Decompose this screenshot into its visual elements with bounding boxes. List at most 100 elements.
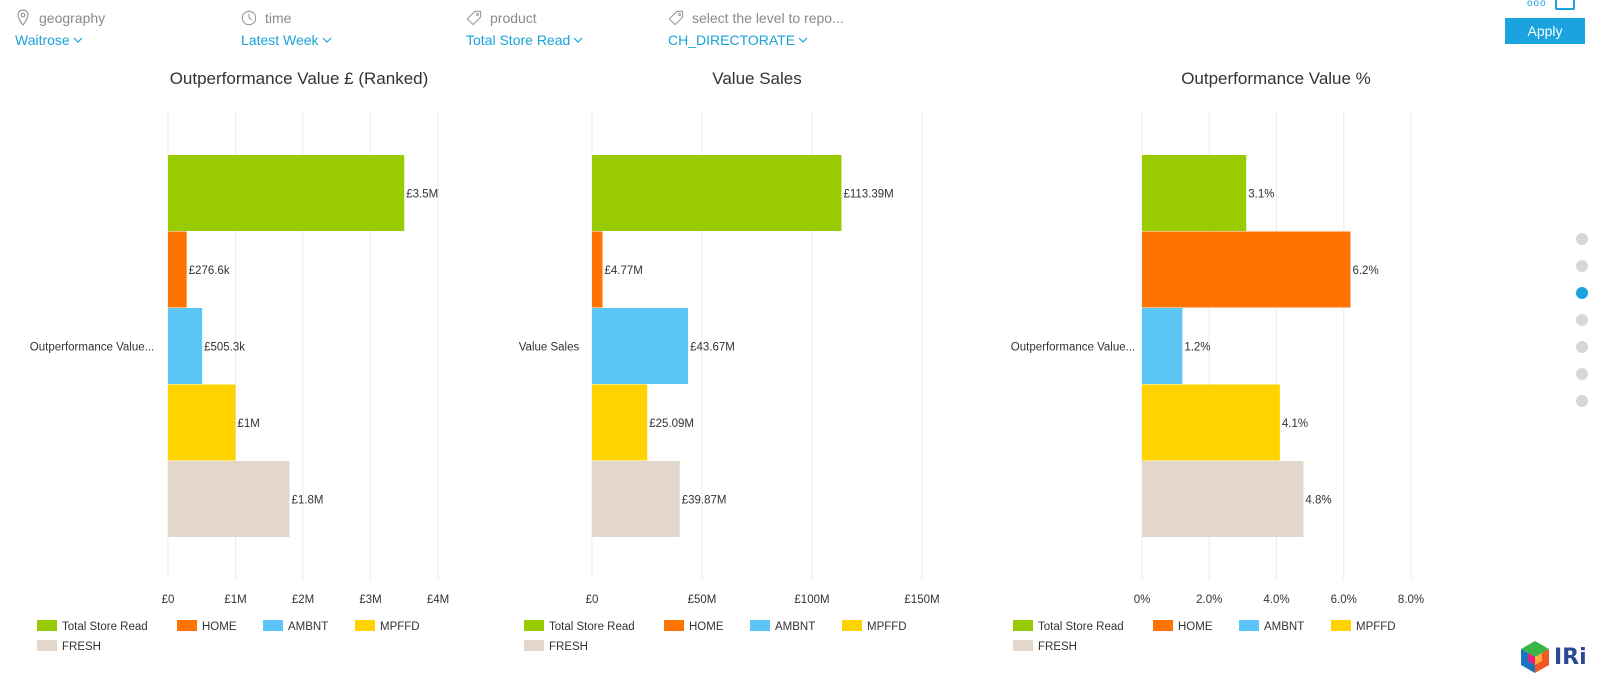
chevron-down-icon (573, 37, 583, 43)
data-label: £113.39M (843, 188, 893, 200)
more-icon[interactable]: ooo (1527, 0, 1547, 9)
page-dot[interactable] (1576, 314, 1588, 326)
legend-swatch (1013, 620, 1033, 631)
page-dot[interactable] (1576, 287, 1588, 299)
legend-label: Total Store Read (1038, 621, 1124, 633)
bar[interactable] (1142, 308, 1183, 384)
logo-text: IRi (1554, 644, 1587, 670)
page-dot[interactable] (1576, 368, 1588, 380)
chart-title: Outperformance Value £ (Ranked) (170, 69, 429, 88)
geography-dropdown[interactable]: Waitrose (15, 32, 105, 48)
filter-label: product (490, 10, 537, 26)
page-dot[interactable] (1576, 395, 1588, 407)
legend-label: AMBNT (1264, 621, 1304, 633)
tick-label: £3M (359, 594, 381, 606)
bar[interactable] (168, 308, 203, 384)
tick-label: 0% (1134, 594, 1151, 606)
tick-label: 4.0% (1263, 594, 1289, 606)
data-label: 3.1% (1248, 188, 1274, 200)
bar[interactable] (592, 308, 689, 384)
legend-label: MPFFD (1356, 621, 1396, 633)
tick-label: 2.0% (1196, 594, 1222, 606)
legend-swatch (750, 620, 770, 631)
category-label: Outperformance Value... (30, 341, 154, 353)
bar[interactable] (168, 231, 187, 308)
tick-label: £1M (224, 594, 246, 606)
filter-label: geography (39, 10, 106, 26)
iri-logo: IRi (1520, 640, 1587, 674)
data-label: £3.5M (406, 188, 438, 200)
panel-icon[interactable] (1555, 0, 1575, 10)
data-label: £505.3k (204, 341, 245, 353)
tick-label: 6.0% (1331, 594, 1357, 606)
bar[interactable] (1142, 155, 1247, 231)
legend-label: FRESH (62, 641, 101, 653)
category-label: Outperformance Value... (1011, 341, 1135, 353)
legend-swatch (1013, 640, 1033, 651)
tick-label: £4M (427, 594, 449, 606)
legend-swatch (842, 620, 862, 631)
tag-icon (466, 10, 482, 26)
bar[interactable] (168, 155, 405, 231)
tick-label: £0 (162, 594, 175, 606)
legend-label: AMBNT (288, 621, 328, 633)
legend-label: FRESH (549, 641, 588, 653)
filter-label: select the level to repo... (692, 10, 844, 26)
legend-swatch (177, 620, 197, 631)
bar[interactable] (1142, 231, 1351, 308)
data-label: 4.8% (1305, 494, 1331, 506)
page-dots (1576, 233, 1590, 422)
data-label: £39.87M (682, 494, 727, 506)
tag-icon (668, 10, 684, 26)
bar[interactable] (592, 461, 680, 537)
legend-label: HOME (689, 621, 724, 633)
chevron-down-icon (322, 37, 331, 43)
data-label: £25.09M (649, 418, 694, 430)
legend-swatch (37, 620, 57, 631)
legend-label: AMBNT (775, 621, 815, 633)
bar[interactable] (168, 384, 236, 461)
tick-label: £2M (292, 594, 314, 606)
page-dot[interactable] (1576, 233, 1588, 245)
bar[interactable] (168, 461, 290, 537)
legend-label: MPFFD (867, 621, 907, 633)
data-label: 6.2% (1352, 265, 1378, 277)
filter-value: Total Store Read (466, 32, 571, 48)
legend-swatch (524, 640, 544, 651)
legend-label: Total Store Read (549, 621, 635, 633)
clock-icon (241, 10, 257, 26)
chart-0 (37, 112, 439, 651)
bar[interactable] (1142, 461, 1304, 537)
filter-value: Waitrose (15, 32, 70, 48)
data-label: £1.8M (292, 494, 324, 506)
legend-label: MPFFD (380, 621, 420, 633)
tick-label: £100M (794, 594, 829, 606)
legend-swatch (37, 640, 57, 651)
page-dot[interactable] (1576, 341, 1588, 353)
product-dropdown[interactable]: Total Store Read (466, 32, 583, 48)
filter-value: Latest Week (241, 32, 319, 48)
time-dropdown[interactable]: Latest Week (241, 32, 332, 48)
bar[interactable] (592, 155, 842, 231)
legend-label: HOME (1178, 621, 1213, 633)
bar[interactable] (1142, 384, 1280, 461)
chevron-down-icon (798, 37, 808, 43)
level-dropdown[interactable]: CH_DIRECTORATE (668, 32, 844, 48)
apply-button[interactable]: Apply (1505, 18, 1585, 44)
legend-swatch (355, 620, 375, 631)
bar[interactable] (592, 231, 603, 308)
legend-swatch (1239, 620, 1259, 631)
data-label: £43.67M (690, 341, 735, 353)
charts-area: Outperformance Value £ (Ranked) £0 £1M £2M £… (30, 69, 1424, 653)
tick-label: £150M (904, 594, 939, 606)
legend-swatch (664, 620, 684, 631)
filter-geography: geography Waitrose (15, 8, 105, 48)
legend-label: HOME (202, 621, 237, 633)
tick-label: £0 (586, 594, 599, 606)
data-label: £4.77M (604, 265, 642, 277)
chart-1 (524, 112, 923, 651)
bar[interactable] (592, 384, 648, 461)
page-dot[interactable] (1576, 260, 1588, 272)
filter-value: CH_DIRECTORATE (668, 32, 796, 48)
legend-label: Total Store Read (62, 621, 148, 633)
